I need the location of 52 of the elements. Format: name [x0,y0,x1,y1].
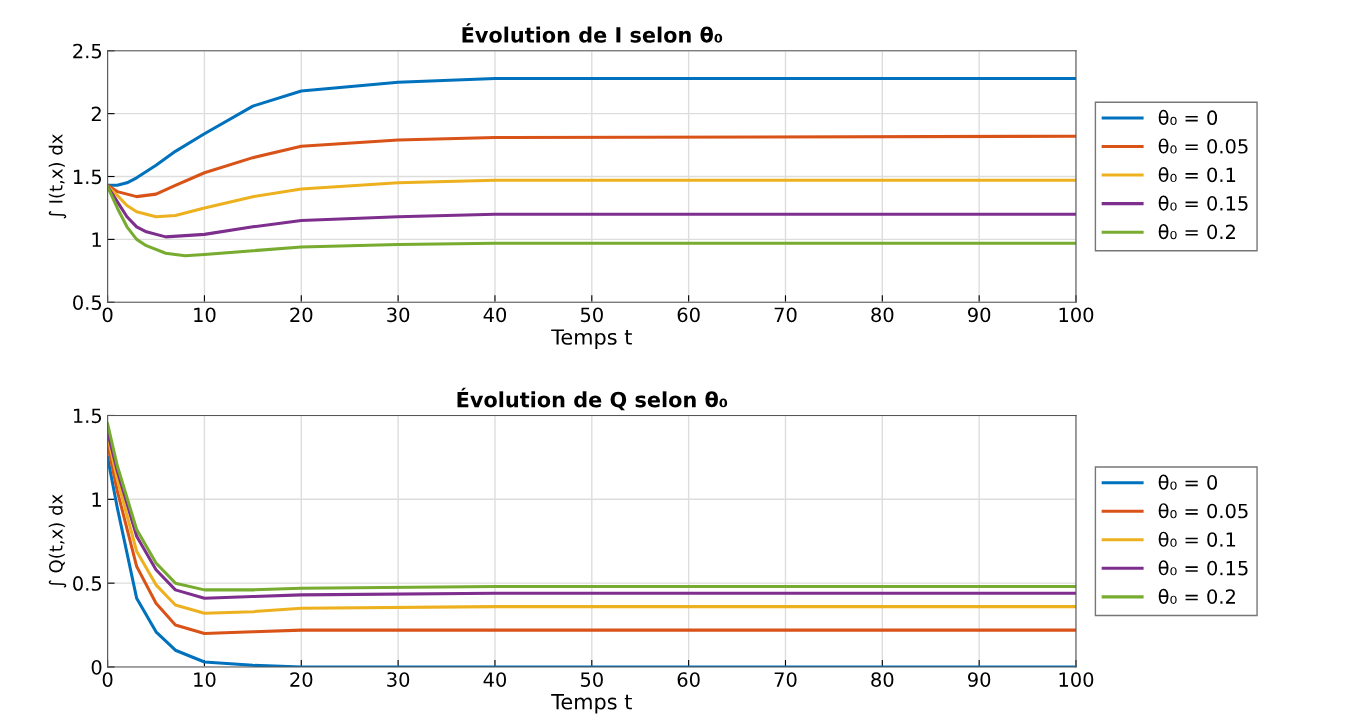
x-axis-title: Temps t [551,329,632,349]
legend-label: θ₀ = 0.05 [1158,138,1248,154]
x-tick-label: 0 [102,672,113,687]
legend-label: θ₀ = 0.05 [1158,503,1248,519]
x-tick-label: 100 [1059,307,1094,323]
y-tick-label: 1 [92,232,101,247]
x-tick-label: 100 [1059,672,1094,687]
x-axis-title: Temps t [551,694,632,714]
legend-label: θ₀ = 0.15 [1158,195,1248,211]
x-tick-label: 10 [194,672,216,687]
x-tick-label: 20 [290,672,313,687]
x-tick-label: 70 [774,672,797,687]
y-tick-label: 1.5 [73,408,102,424]
legend-label: θ₀ = 0.1 [1158,531,1236,547]
x-tick-label: 90 [968,672,991,687]
chart-title: Évolution de I selon θ₀ [462,23,723,43]
legend-label: θ₀ = 0.15 [1158,560,1248,576]
y-tick-label: 0 [91,659,102,675]
line-series [107,185,1076,239]
x-tick-label: 60 [677,672,700,687]
y-tick-label: 0.5 [73,576,102,591]
x-tick-label: 0 [102,307,113,323]
line-series [107,76,1076,187]
x-tick-label: 40 [483,307,507,323]
x-tick-label: 30 [387,307,410,323]
x-tick-label: 60 [677,307,700,323]
x-tick-label: 50 [580,672,603,687]
x-tick-label: 90 [968,307,991,323]
line-series [107,185,1076,258]
x-tick-label: 20 [290,307,313,323]
x-tick-label: 40 [483,672,507,687]
line-series [107,178,1076,219]
legend-label: θ₀ = 0.1 [1158,166,1236,183]
legend-label: θ₀ = 0.2 [1158,588,1235,604]
y-axis-title: ∫ Q(t,x) dx [48,494,67,588]
line-series [107,134,1076,199]
legend-label: θ₀ = 0 [1158,474,1218,490]
x-tick-label: 50 [580,307,603,323]
chart-title: Évolution de Q selon θ₀ [457,387,728,411]
y-axis-title: ∫ I(t,x) dx [48,134,67,219]
legend-label: θ₀ = 0.2 [1158,224,1235,240]
x-tick-label: 30 [387,672,410,687]
y-tick-label: 2.5 [73,43,102,59]
y-tick-label: 1 [92,492,101,507]
y-tick-label: 1.5 [73,169,102,185]
x-tick-label: 10 [194,307,216,323]
y-tick-label: 2 [91,106,101,122]
legend-label: θ₀ = 0 [1158,109,1218,126]
x-tick-label: 80 [871,307,894,323]
y-tick-label: 0.5 [73,295,102,310]
x-tick-label: 70 [774,307,797,323]
x-tick-label: 80 [871,672,894,687]
